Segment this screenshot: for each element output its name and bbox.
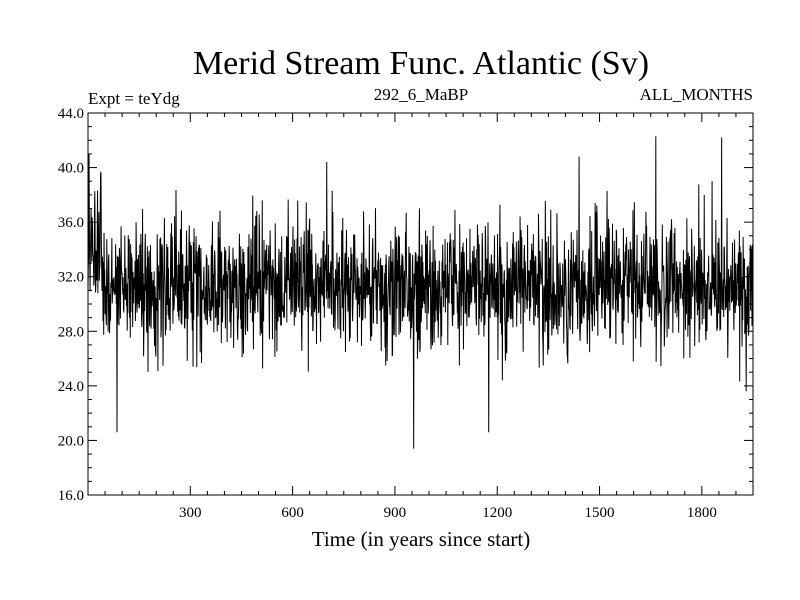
- chart-subtitle-center: 292_6_MaBP: [374, 85, 468, 104]
- axis-layer: 16.0 20.0 24.0 28.0 32.0 36.0 40.0 44.0 300 600 90…: [58, 106, 753, 521]
- y-tick-label: 44.0: [58, 106, 84, 122]
- x-tick-label: 300: [179, 505, 202, 521]
- x-tick-label: 1500: [585, 505, 615, 521]
- chart-title: Merid Stream Func. Atlantic (Sv): [193, 45, 649, 82]
- x-tick-label: 1200: [482, 505, 512, 521]
- x-axis-label: Time (in years since start): [312, 527, 531, 551]
- y-tick-label: 24.0: [58, 379, 84, 395]
- x-tick-label: 900: [384, 505, 407, 521]
- y-tick-label: 32.0: [58, 270, 84, 286]
- series-layer: [87, 136, 754, 449]
- y-tick-label: 36.0: [58, 215, 84, 231]
- chart-subtitle-left: Expt = teYdg: [88, 89, 180, 108]
- x-tick-label: 1800: [687, 505, 717, 521]
- y-tick-label: 28.0: [58, 324, 84, 340]
- series-line: [87, 136, 754, 449]
- y-tick-label: 20.0: [58, 433, 84, 449]
- plot-frame: [87, 112, 754, 496]
- y-tick-label: 16.0: [58, 488, 84, 504]
- x-tick-label: 600: [281, 505, 304, 521]
- chart-subtitle-right: ALL_MONTHS: [640, 85, 753, 104]
- y-tick-label: 40.0: [58, 161, 84, 177]
